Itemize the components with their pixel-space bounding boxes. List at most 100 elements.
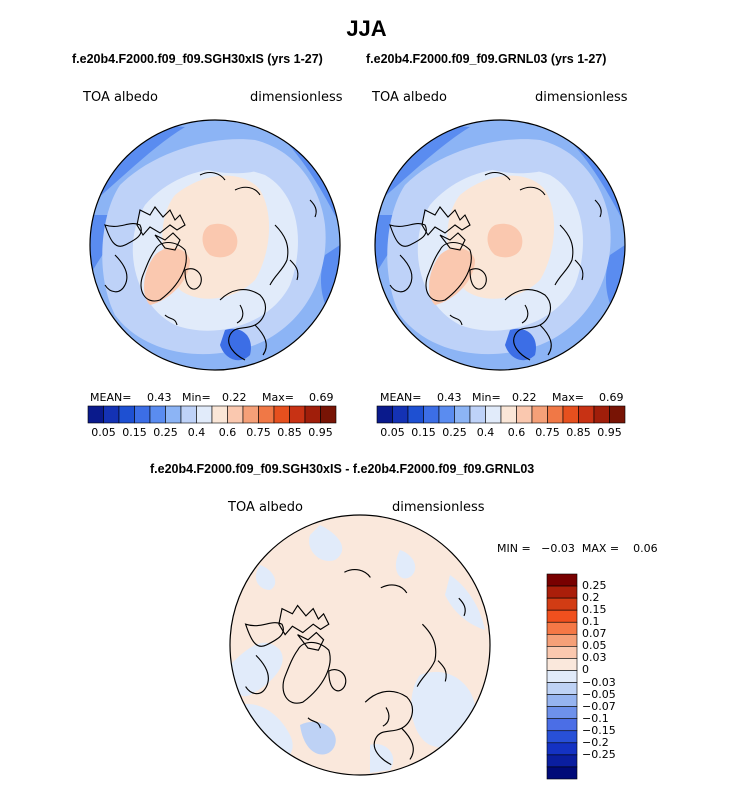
- colorbar-swatch: [118, 405, 135, 424]
- colorbar-swatch: [227, 405, 244, 424]
- colorbar-swatch: [258, 405, 275, 424]
- panel-right-min-label: Min=: [472, 391, 501, 404]
- colorbar-diff-tick-label: −0.2: [582, 735, 609, 749]
- colorbar-diff-swatch: [546, 718, 578, 732]
- colorbar-swatch: [289, 405, 306, 424]
- diff-variable-label: TOA albedo: [228, 500, 304, 515]
- colorbar-tick-label: 0.25: [153, 426, 178, 439]
- colorbar-tick-label: 0.95: [597, 426, 622, 439]
- panel-right-units-label: dimensionless: [535, 90, 628, 105]
- colorbar-tick-label: 0.15: [411, 426, 436, 439]
- diff-units-label: dimensionless: [392, 500, 485, 515]
- colorbar-swatch: [103, 405, 120, 424]
- colorbar-diff-tick-label: 0: [582, 663, 589, 677]
- colorbar-diff-swatch: [546, 658, 578, 671]
- colorbar-diff-swatch: [546, 754, 578, 768]
- colorbar-swatch: [531, 405, 548, 424]
- colorbar-swatch: [304, 405, 321, 424]
- panel-left-units-label: dimensionless: [250, 90, 343, 105]
- colorbar-swatch: [242, 405, 259, 424]
- colorbar-swatch: [547, 405, 564, 424]
- panel-left-mean-value: 0.43: [147, 391, 172, 404]
- colorbar-diff-swatch: [546, 633, 578, 647]
- map-diff-border: [229, 514, 491, 776]
- colorbar-tick-label: 0.85: [277, 426, 302, 439]
- colorbar-diff-swatch: [546, 730, 578, 744]
- panel-left-mean-label: MEAN=: [90, 391, 132, 404]
- panel-left-subtitle: f.e20b4.F2000.f09_f09.SGH30xIS (yrs 1-27…: [72, 52, 323, 66]
- map-left-field: [90, 120, 340, 370]
- panel-right-max-value: 0.69: [599, 391, 624, 404]
- diff-minmax: MIN = −0.03 MAX = 0.06: [497, 542, 658, 555]
- colorbar-tick-label: 0.05: [380, 426, 405, 439]
- colorbar-tick-label: 0.25: [442, 426, 467, 439]
- colorbar-tick-label: 0.75: [535, 426, 560, 439]
- colorbar-diff: [546, 573, 578, 780]
- colorbar-tick-label: 0.95: [308, 426, 333, 439]
- colorbar-swatch: [273, 405, 290, 424]
- colorbar-swatch: [454, 405, 471, 424]
- panel-right-variable-label: TOA albedo: [372, 90, 448, 105]
- colorbar-swatch: [485, 405, 502, 424]
- colorbar-tick-label: 0.6: [507, 426, 526, 439]
- colorbar-swatch: [196, 405, 213, 424]
- colorbar-swatch: [407, 405, 424, 424]
- colorbar-diff-tick-label: 0.1: [582, 615, 600, 629]
- colorbar-diff-swatch: [546, 646, 578, 659]
- colorbar-diff-swatch: [546, 682, 578, 695]
- panel-right-min-value: 0.22: [512, 391, 537, 404]
- colorbar-diff-tick-label: −0.1: [582, 711, 609, 725]
- colorbar-tick-label: 0.05: [91, 426, 116, 439]
- colorbar-swatch: [469, 405, 486, 424]
- colorbar-diff-swatch: [546, 742, 578, 756]
- colorbar-diff-swatch: [546, 670, 578, 683]
- panel-left-max-value: 0.69: [309, 391, 334, 404]
- colorbar-diff-tick-label: 0.15: [582, 603, 607, 617]
- colorbar-diff-tick-label: 0.2: [582, 591, 600, 605]
- colorbar-tick-label: 0.15: [122, 426, 147, 439]
- colorbar-diff-tick-label: 0.25: [582, 579, 607, 593]
- panel-left-max-label: Max=: [262, 391, 294, 404]
- colorbar-swatch: [211, 405, 228, 424]
- colorbar-swatch: [376, 405, 393, 424]
- colorbar-tick-label: 0.6: [218, 426, 237, 439]
- colorbar-diff-swatch: [546, 597, 578, 611]
- colorbar-diff-swatch: [546, 609, 578, 623]
- colorbar-diff-tick-label: −0.05: [582, 687, 616, 701]
- page-title: JJA: [346, 16, 387, 41]
- colorbar-swatch: [320, 405, 337, 424]
- colorbar-right: [376, 405, 626, 424]
- colorbar-diff-swatch: [546, 573, 578, 587]
- colorbar-swatch: [578, 405, 595, 424]
- colorbar-swatch: [593, 405, 610, 424]
- colorbar-swatch: [180, 405, 197, 424]
- panel-right-mean-value: 0.43: [437, 391, 462, 404]
- colorbar-diff-tick-label: −0.25: [582, 747, 616, 761]
- colorbar-diff-tick-label: −0.07: [582, 699, 616, 713]
- map-left-border: [89, 119, 341, 371]
- colorbar-swatch: [165, 405, 182, 424]
- panel-right-subtitle: f.e20b4.F2000.f09_f09.GRNL03 (yrs 1-27): [366, 52, 607, 66]
- colorbar-tick-label: 0.85: [566, 426, 591, 439]
- colorbar-swatch: [149, 405, 166, 424]
- colorbar-diff-tick-label: 0.03: [582, 651, 607, 665]
- panel-left-variable-label: TOA albedo: [83, 90, 159, 105]
- colorbar-swatch: [438, 405, 455, 424]
- panel-right-max-label: Max=: [552, 391, 584, 404]
- colorbar-swatch: [392, 405, 409, 424]
- map-right-border: [374, 119, 626, 371]
- colorbar-swatch: [500, 405, 517, 424]
- colorbar-diff-tick-label: −0.15: [582, 723, 616, 737]
- colorbar-diff-tick-label: 0.07: [582, 627, 607, 641]
- panel-left-min-label: Min=: [182, 391, 211, 404]
- colorbar-diff-swatch: [546, 621, 578, 635]
- colorbar-diff-swatch: [546, 585, 578, 599]
- colorbar-diff-swatch: [546, 706, 578, 720]
- colorbar-swatch: [609, 405, 626, 424]
- colorbar-swatch: [87, 405, 104, 424]
- colorbar-swatch: [562, 405, 579, 424]
- colorbar-swatch: [134, 405, 151, 424]
- colorbar-tick-label: 0.4: [187, 426, 206, 439]
- colorbar-left: [87, 405, 337, 424]
